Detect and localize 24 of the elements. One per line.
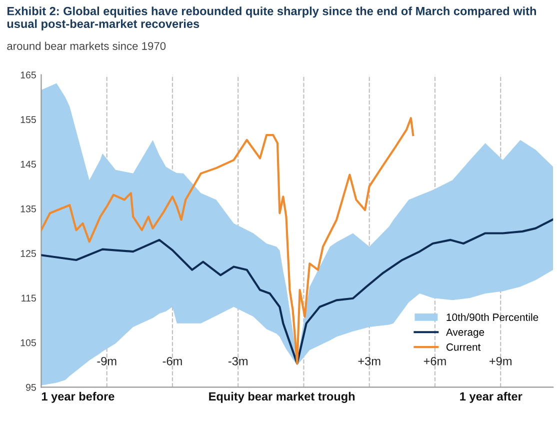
text: 1 year before: [42, 392, 114, 403]
y-tick-label: 125: [20, 250, 36, 257]
legend-label: 10th/90th Percentile: [446, 313, 538, 321]
x-tick-label: +9m: [490, 356, 512, 366]
legend-label: Average: [446, 328, 484, 338]
text: Equity bear market trough: [209, 392, 355, 403]
x-tick-label: +3m: [358, 356, 380, 366]
line-series: [41, 117, 414, 365]
y-tick-label: 95: [26, 384, 36, 391]
x-tick-label: -9m: [97, 356, 116, 366]
x-tick-label: -6m: [162, 356, 182, 366]
line-series: [41, 218, 554, 365]
y-tick-label: 105: [20, 339, 36, 346]
y-tick-label: 135: [20, 205, 36, 212]
y-tick-label: 165: [20, 72, 36, 78]
y-tick-label: 145: [20, 160, 36, 168]
x-tick-label: +6m: [424, 356, 446, 366]
y-tick-label: 115: [22, 294, 36, 302]
legend-label: Current: [446, 343, 481, 351]
text: 1 year after: [460, 392, 522, 403]
chart-title: Exhibit 2: Global equities have rebounded quite sharply since the end of March compared with usual post-bear-market recoveries: [7, 6, 536, 30]
chart-subtitle: around bear markets since 1970: [7, 42, 166, 50]
x-tick-label: -3m: [228, 356, 248, 366]
y-tick-label: 155: [20, 116, 36, 124]
